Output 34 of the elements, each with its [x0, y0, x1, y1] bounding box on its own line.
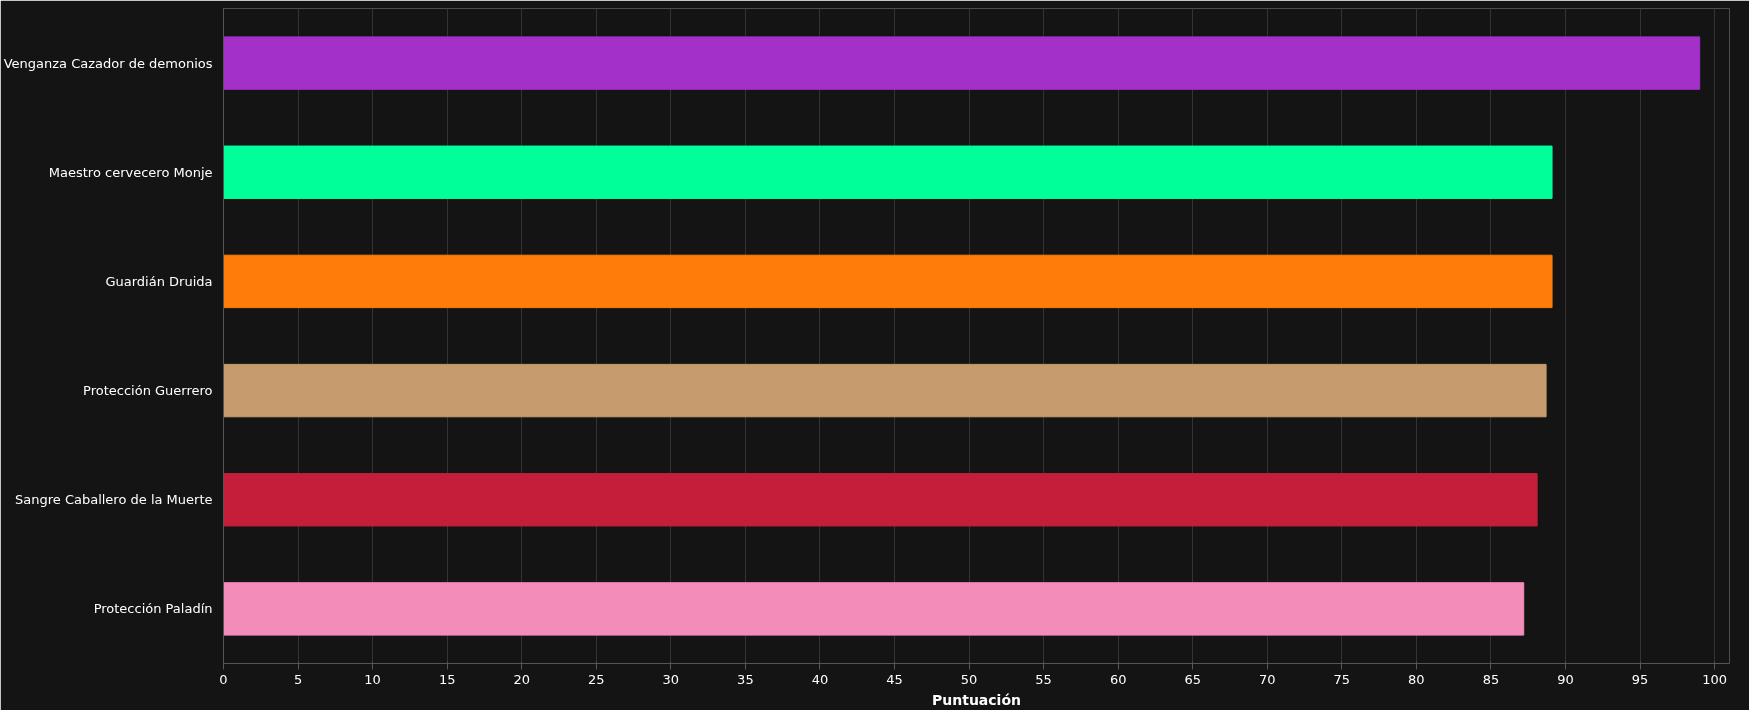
x-tick-label: 90: [1557, 671, 1574, 687]
x-axis-title: Puntuación: [932, 691, 1021, 708]
x-tick-label: 70: [1258, 671, 1276, 687]
bar: [223, 36, 1701, 90]
y-tick-label: Venganza Cazador de demonios: [3, 55, 213, 71]
y-tick-label: Guardián Druida: [105, 273, 213, 289]
x-tick-label: 5: [293, 671, 303, 687]
bar: [223, 254, 1553, 309]
y-tick-label: Sangre Caballero de la Muerte: [14, 492, 213, 508]
bar: [223, 363, 1547, 418]
x-tick-label: 80: [1408, 671, 1425, 687]
bar: [223, 145, 1553, 199]
x-tick-label: 0: [219, 671, 228, 687]
x-tick-label: 15: [438, 671, 456, 687]
x-tick-label: 55: [1035, 671, 1052, 687]
x-tick-label: 25: [588, 671, 605, 687]
x-tick-label: 75: [1333, 671, 1351, 687]
x-tick-label: 60: [1109, 671, 1127, 687]
x-tick-label: 30: [662, 671, 680, 687]
y-tick-label: Protección Guerrero: [83, 383, 213, 399]
x-tick-label: 100: [1702, 671, 1728, 687]
x-tick-label: 95: [1631, 671, 1649, 687]
x-tick-label: 10: [364, 671, 381, 687]
x-tick-label: 20: [513, 671, 530, 687]
x-tick-label: 40: [811, 671, 829, 687]
bar: [223, 582, 1525, 636]
x-tick-label: 65: [1184, 671, 1201, 687]
x-tick-label: 85: [1482, 671, 1500, 687]
x-tick-label: 50: [960, 671, 978, 687]
y-tick-label: Protección Paladín: [93, 601, 213, 617]
x-tick-label: 35: [737, 671, 754, 687]
bar: [223, 473, 1538, 527]
y-tick-label: Maestro cervecero Monje: [48, 164, 213, 180]
x-tick-label: 45: [886, 671, 903, 687]
